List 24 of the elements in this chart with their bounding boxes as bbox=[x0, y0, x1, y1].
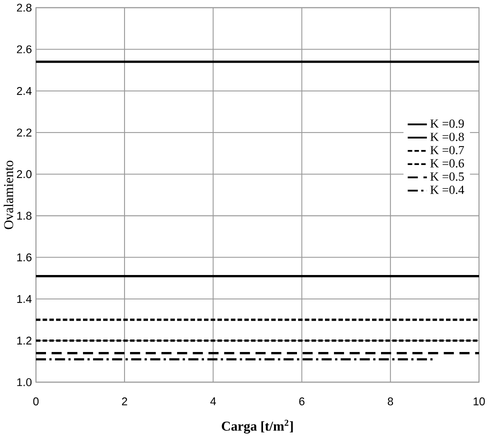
legend-label: K =0.4 bbox=[430, 186, 464, 194]
legend-label: K =0.6 bbox=[430, 159, 464, 168]
y-tick-label: 2.0 bbox=[16, 170, 32, 178]
y-tick-label: 2.8 bbox=[16, 4, 32, 12]
x-tick-label: 6 bbox=[299, 397, 304, 406]
legend-label: K =0.7 bbox=[430, 146, 464, 154]
x-tick-label: 0 bbox=[33, 397, 39, 406]
x-tick-label: 8 bbox=[388, 397, 394, 406]
y-tick-label: 2.6 bbox=[16, 45, 32, 54]
y-tick-label: 2.4 bbox=[16, 86, 32, 95]
y-tick-label: 2.2 bbox=[16, 128, 32, 136]
y-tick-label: 1.8 bbox=[17, 212, 32, 220]
y-tick-label: 1.6 bbox=[17, 253, 32, 262]
x-tick-label: 10 bbox=[474, 397, 485, 406]
legend-label: K =0.9 bbox=[430, 119, 464, 128]
y-axis-title: Ovalamiento bbox=[4, 160, 14, 229]
y-tick-label: 1.4 bbox=[17, 294, 32, 303]
y-tick-label: 1.2 bbox=[17, 336, 32, 344]
y-tick-label: 1.0 bbox=[17, 378, 32, 386]
x-tick-label: 4 bbox=[210, 397, 216, 405]
x-tick-label: 2 bbox=[122, 397, 128, 406]
legend-label: K =0.5 bbox=[430, 172, 464, 181]
x-axis-title: Carga [t/m$^{2}$] bbox=[222, 420, 293, 434]
legend-label: K =0.8 bbox=[430, 132, 464, 141]
